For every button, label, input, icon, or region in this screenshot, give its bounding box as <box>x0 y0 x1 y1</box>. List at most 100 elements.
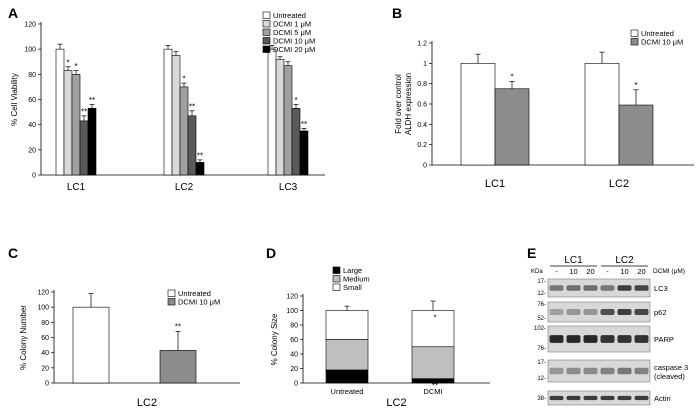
blot-band <box>617 395 632 401</box>
blot-group-label: LC1 <box>564 255 583 266</box>
y-tick-label: 80 <box>290 323 298 330</box>
y-tick-label: 80 <box>28 72 36 79</box>
protein-label: Actin <box>654 394 671 403</box>
kda-marker: 12- <box>537 291 546 297</box>
legend-swatch <box>332 275 341 283</box>
y-tick-label: 20 <box>290 366 298 373</box>
stacked-bar-segment <box>411 346 455 379</box>
legend-swatch <box>167 298 176 306</box>
panel-label-e: E <box>527 245 536 261</box>
bar <box>159 350 197 384</box>
blot-band <box>600 309 615 315</box>
y-tick-label: 60 <box>41 335 49 342</box>
y-tick-label: 0.4 <box>417 122 427 129</box>
y-tick-label: 80 <box>41 320 49 327</box>
y-tick-label: 0.8 <box>417 81 427 88</box>
significance-star: * <box>634 81 637 90</box>
y-tick-label: 1 <box>423 61 427 68</box>
legend-swatch <box>262 20 271 28</box>
blot-band <box>549 335 564 343</box>
bar <box>195 162 205 176</box>
legend-swatch <box>332 283 341 291</box>
y-tick-label: 20 <box>41 365 49 372</box>
category-label: DCMI <box>423 387 442 396</box>
y-tick-label: 120 <box>24 22 36 29</box>
category-label: LC1 <box>67 182 86 193</box>
lane-label: - <box>606 267 609 276</box>
x-axis-label: LC2 <box>386 397 406 409</box>
x-axis-label: LC2 <box>137 397 157 409</box>
significance-star: * <box>182 75 185 84</box>
legend-label: Untreated <box>641 29 674 38</box>
kda-marker: 17- <box>537 360 546 366</box>
category-label: Untreated <box>331 387 364 396</box>
blot-band <box>634 395 649 401</box>
blot-band <box>634 335 649 343</box>
legend-swatch <box>630 38 639 46</box>
legend-label: Medium <box>343 275 370 284</box>
y-tick-label: 120 <box>37 290 49 297</box>
blot-band <box>600 335 615 343</box>
significance-star: ** <box>197 151 203 160</box>
panel-label-b: B <box>392 5 402 21</box>
blot-band <box>617 367 632 375</box>
legend-label: DCMI 5 μM <box>273 28 311 37</box>
legend-swatch <box>262 45 271 53</box>
bar <box>163 48 173 176</box>
legend-swatch <box>262 37 271 45</box>
legend-label: Small <box>343 283 362 292</box>
legend-swatch <box>262 11 271 19</box>
panel-label-c: C <box>8 245 18 261</box>
y-tick-label: 20 <box>28 147 36 154</box>
protein-label: p62 <box>654 308 667 317</box>
bar <box>299 130 309 176</box>
y-tick-label: 100 <box>24 47 36 54</box>
significance-star: * <box>510 73 513 82</box>
bar <box>283 65 293 176</box>
stacked-bar-segment <box>325 310 369 340</box>
blot-band <box>583 367 598 375</box>
bar <box>171 55 181 176</box>
blot-band <box>566 309 581 315</box>
bar <box>179 86 189 176</box>
legend-label: DCMI 20 μM <box>273 45 315 54</box>
y-tick-label: 60 <box>28 97 36 104</box>
y-tick-label: 0.6 <box>417 102 427 109</box>
blot-strip <box>547 278 651 298</box>
bar <box>71 74 81 176</box>
legend-label: DCMI 1 μM <box>273 20 311 29</box>
bar <box>291 108 301 176</box>
kda-marker: 102- <box>534 326 546 332</box>
y-axis-label: % Cell Viability <box>10 73 19 126</box>
panel-c-axes: 0 20 40 60 80 100 120 % Colony Number ** Untreate… <box>19 289 240 409</box>
legend-swatch <box>630 29 639 37</box>
blot-band <box>549 395 564 401</box>
blot-band <box>566 335 581 343</box>
significance-star: ** <box>189 102 195 111</box>
significance-star: * <box>66 58 69 67</box>
blot-band <box>617 335 632 343</box>
blot-band <box>600 395 615 401</box>
lane-label: 10 <box>569 267 577 276</box>
bar <box>460 63 496 166</box>
blot-band <box>600 285 615 291</box>
legend-label: DCMI 10 μM <box>641 38 683 47</box>
y-tick-label: 0 <box>45 381 49 388</box>
bar <box>494 88 530 166</box>
protein-label: PARP <box>654 335 674 344</box>
blot-band <box>583 335 598 343</box>
legend-swatch <box>167 289 176 297</box>
treatment-label: DCMI (μM) <box>653 268 685 275</box>
y-tick-label: 100 <box>286 308 298 315</box>
stacked-bar-segment <box>411 310 455 348</box>
blot-band <box>566 395 581 401</box>
blot-band <box>617 285 632 291</box>
bar <box>618 104 654 166</box>
legend-label: Untreated <box>178 289 211 298</box>
blot-band <box>634 309 649 315</box>
category-label: LC3 <box>279 182 298 193</box>
significance-star: ** <box>81 107 87 116</box>
legend-swatch <box>332 266 341 274</box>
